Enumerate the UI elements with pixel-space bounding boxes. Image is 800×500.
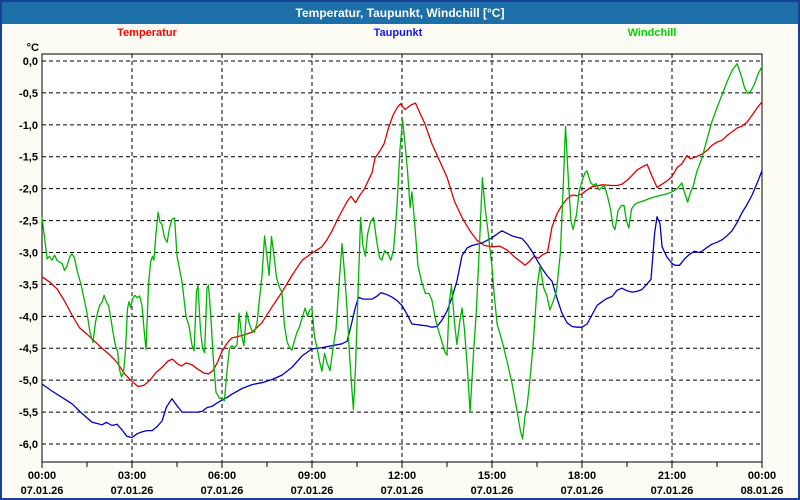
x-axis-date-label: 07.01.26 — [201, 485, 244, 497]
y-axis-tick-label: -2,0 — [19, 184, 38, 196]
y-axis-tick-label: -3,5 — [19, 279, 38, 291]
y-axis-tick-label: -0,5 — [19, 88, 38, 100]
y-axis-tick-label: -5,0 — [19, 375, 38, 387]
legend-item-taupunkt: Taupunkt — [343, 27, 453, 41]
legend-item-windchill: Windchill — [597, 27, 707, 41]
x-axis-date-label: 07.01.26 — [651, 485, 694, 497]
window-title-bar: Temperatur, Taupunkt, Windchill [°C] — [2, 2, 798, 24]
x-axis-date-label: 07.01.26 — [471, 485, 514, 497]
legend-label-taupunkt: Taupunkt — [373, 27, 423, 39]
window-title: Temperatur, Taupunkt, Windchill [°C] — [295, 6, 505, 20]
x-axis-time-label: 12:00 — [388, 470, 416, 482]
x-axis-time-label: 15:00 — [478, 470, 506, 482]
y-axis-tick-label: -3,0 — [19, 247, 38, 259]
y-axis-unit-label: °C — [27, 42, 39, 54]
x-axis-date-label: 07.01.26 — [291, 485, 334, 497]
x-axis-time-label: 00:00 — [28, 470, 56, 482]
x-axis-time-label: 03:00 — [118, 470, 146, 482]
y-axis-tick-label: -6,0 — [19, 439, 38, 451]
x-axis-date-label: 07.01.26 — [561, 485, 604, 497]
legend-item-temperatur: Temperatur — [92, 27, 202, 41]
series-temperatur-line — [41, 101, 763, 388]
y-axis-tick-label: -4,5 — [19, 343, 38, 355]
x-axis-date-label: 07.01.26 — [111, 485, 154, 497]
x-axis-time-label: 21:00 — [658, 470, 686, 482]
legend-label-temperatur: Temperatur — [117, 27, 177, 39]
y-axis-tick-label: -2,5 — [19, 216, 38, 228]
series-windchill-line — [41, 62, 763, 440]
y-axis-tick-label: -4,0 — [19, 311, 38, 323]
x-axis-date-label: 07.01.26 — [381, 485, 424, 497]
x-axis-time-label: 06:00 — [208, 470, 236, 482]
y-axis-tick-label: -1,0 — [19, 120, 38, 132]
x-axis-date-label: 07.01.26 — [21, 485, 64, 497]
y-axis-tick-label: -1,5 — [19, 152, 38, 164]
y-axis-tick-label: -5,5 — [19, 407, 38, 419]
x-axis-time-label: 09:00 — [298, 470, 326, 482]
x-axis-time-label: 18:00 — [568, 470, 596, 482]
x-axis-date-label: 08.01.26 — [741, 485, 784, 497]
y-axis-tick-label: 0,0 — [23, 56, 38, 68]
x-axis-time-label: 00:00 — [748, 470, 776, 482]
legend-label-windchill: Windchill — [627, 27, 677, 39]
